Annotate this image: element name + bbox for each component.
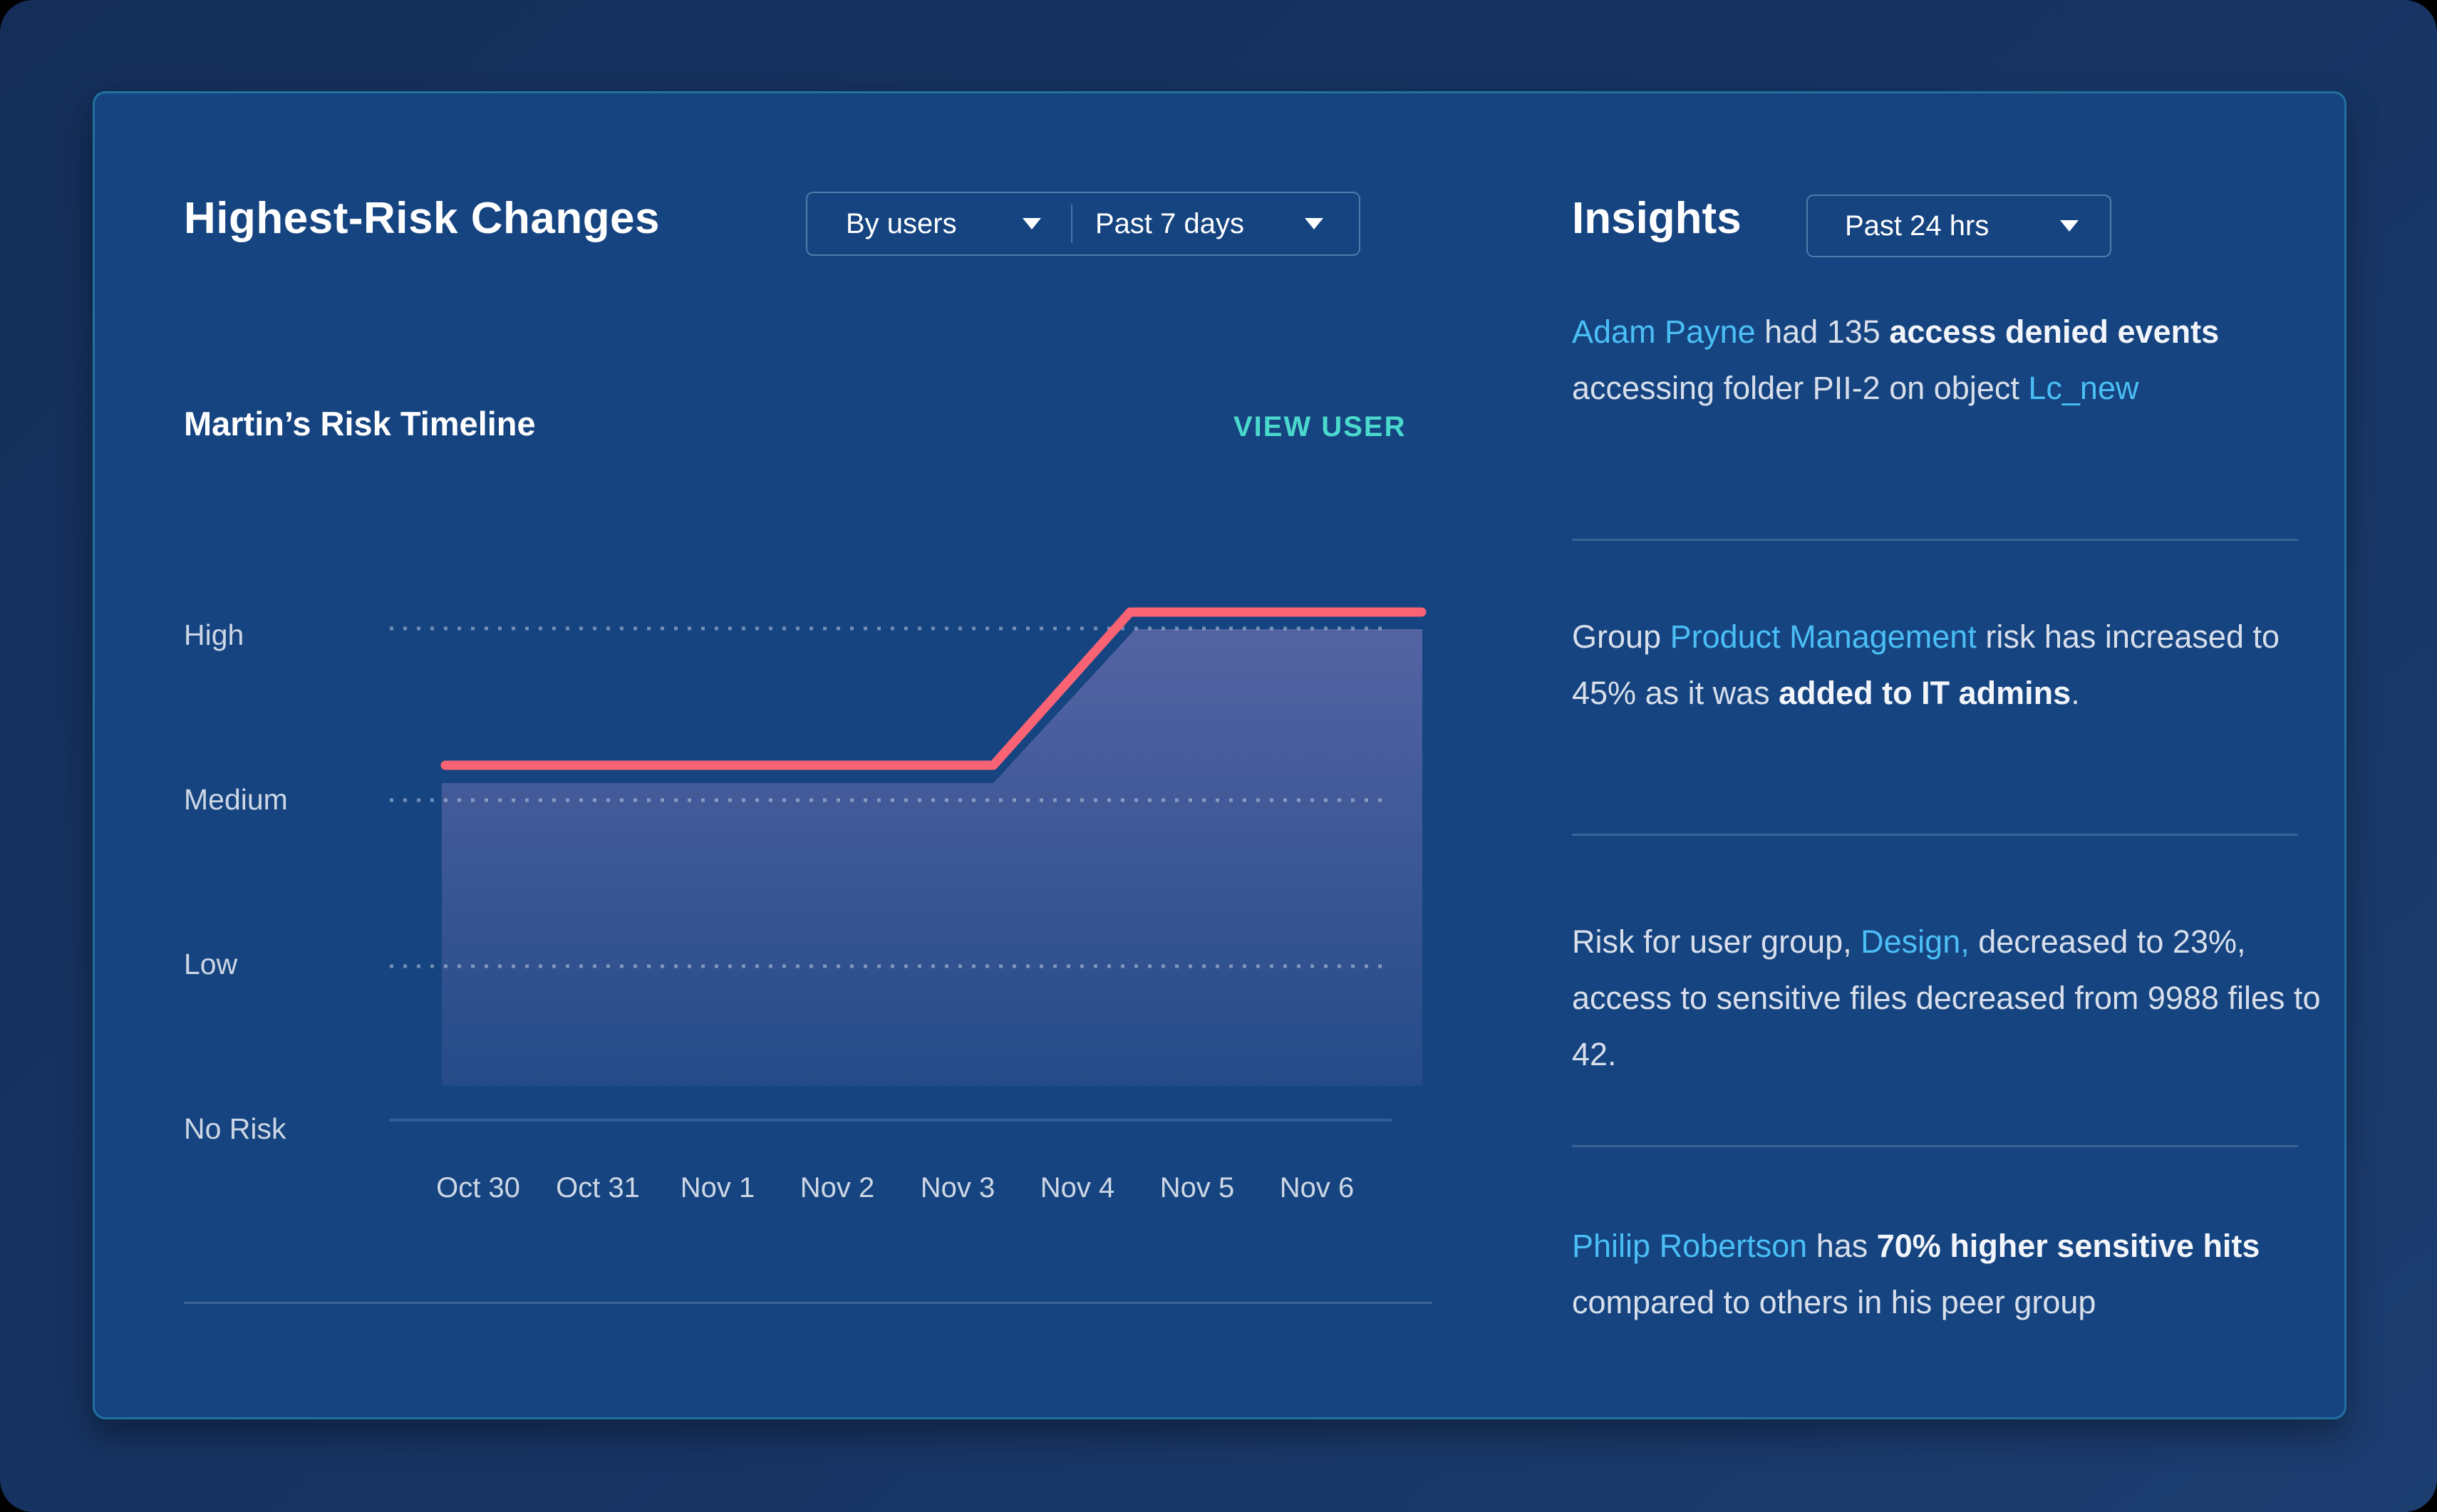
y-axis-label-norisk: No Risk	[184, 1112, 286, 1145]
insight-item: Group Product Management risk has increa…	[1572, 609, 2345, 721]
insight-item: Philip Robertson has 70% higher sensitiv…	[1572, 1218, 2345, 1330]
insight-divider	[1572, 539, 2298, 541]
insights-title: Insights	[1572, 194, 1742, 243]
x-axis-label: Nov 2	[800, 1172, 875, 1203]
insight-link[interactable]: Adam Payne	[1572, 314, 1756, 350]
chart-bottom-divider	[184, 1302, 1432, 1304]
chevron-down-icon	[1305, 218, 1323, 229]
insight-text-segment: Risk for user group,	[1572, 923, 1861, 960]
dashboard-card: Highest-Risk Changes By users Past 7 day…	[93, 91, 2347, 1419]
x-axis-label: Nov 4	[1040, 1172, 1115, 1203]
insight-text-segment: decreased to 23%, access to sensitive fi…	[1572, 923, 2321, 1072]
risk-line	[440, 607, 1427, 770]
time-range-dropdown-label: Past 7 days	[1095, 207, 1245, 239]
x-axis-label: Nov 6	[1279, 1172, 1355, 1203]
y-axis-label-medium: Medium	[184, 783, 288, 816]
page-title: Highest-Risk Changes	[184, 194, 661, 243]
y-axis-label-high: High	[184, 618, 244, 651]
insights-range-dropdown-label: Past 24 hrs	[1845, 209, 1990, 242]
insight-link[interactable]: Product Management	[1670, 618, 1977, 655]
insights-range-dropdown[interactable]: Past 24 hrs	[1806, 195, 2111, 257]
chevron-down-icon	[2060, 220, 2079, 232]
insight-link[interactable]: Design,	[1861, 923, 1970, 960]
insight-item: Adam Payne had 135 access denied events …	[1572, 304, 2345, 416]
x-axis-label: Oct 30	[436, 1172, 520, 1203]
insight-text-segment: 70% higher sensitive hits	[1876, 1228, 2260, 1264]
insight-text-segment: added to IT admins	[1779, 675, 2071, 711]
x-axis-label: Oct 31	[556, 1172, 640, 1203]
insight-link[interactable]: Philip Robertson	[1572, 1228, 1808, 1264]
insight-text-segment: Group	[1572, 618, 1670, 655]
chevron-down-icon	[1023, 218, 1041, 229]
insight-divider	[1572, 834, 2298, 836]
insight-divider	[1572, 1145, 2298, 1147]
chart-filter-group: By users Past 7 days	[806, 192, 1360, 256]
insight-text-segment: risk has increased to 45% as it was	[1572, 618, 2280, 711]
insight-text-segment: .	[2071, 675, 2080, 711]
chart-title: Martin’s Risk Timeline	[184, 405, 536, 442]
insight-link[interactable]: Lc_new	[2028, 370, 2139, 406]
insight-text-segment: compared to others in his peer group	[1572, 1284, 2096, 1320]
time-range-dropdown[interactable]: Past 7 days	[1072, 193, 1359, 254]
x-axis-label: Nov 3	[920, 1172, 995, 1203]
insight-item: Risk for user group, Design, decreased t…	[1572, 913, 2345, 1082]
by-users-dropdown-label: By users	[846, 207, 957, 239]
x-axis-label: Nov 1	[680, 1172, 755, 1203]
insight-text-segment: accessing folder PII-2 on object	[1572, 370, 2029, 406]
filter-divider	[1071, 204, 1072, 243]
insight-text-segment: access denied events	[1889, 314, 2220, 350]
insight-text-segment: had 135	[1755, 314, 1890, 350]
view-user-link[interactable]: VIEW USER	[1233, 411, 1407, 442]
by-users-dropdown[interactable]: By users	[807, 193, 1071, 254]
risk-timeline-chart	[389, 607, 1427, 1122]
insight-text-segment: has	[1807, 1228, 1877, 1264]
x-axis-label: Nov 5	[1159, 1172, 1235, 1203]
risk-area-fill	[442, 629, 1422, 1086]
y-axis-label-low: Low	[184, 948, 238, 980]
